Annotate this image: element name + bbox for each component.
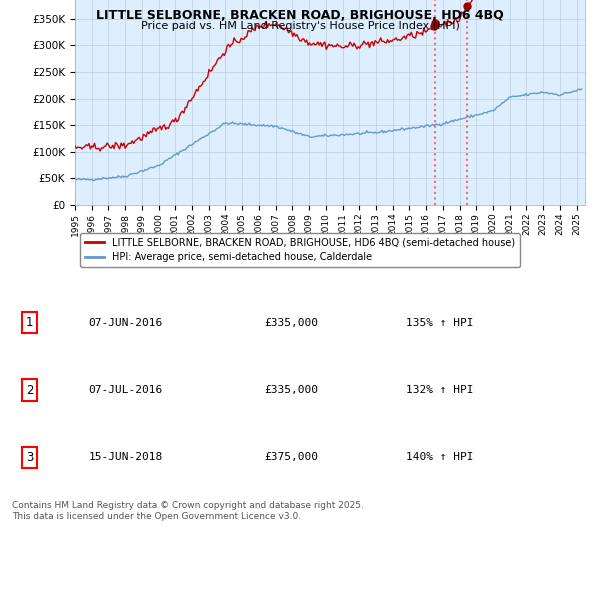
Text: LITTLE SELBORNE, BRACKEN ROAD, BRIGHOUSE, HD6 4BQ: LITTLE SELBORNE, BRACKEN ROAD, BRIGHOUSE…: [96, 9, 504, 22]
Text: £335,000: £335,000: [265, 318, 319, 328]
Text: 2: 2: [26, 384, 33, 396]
Text: 07-JUN-2016: 07-JUN-2016: [88, 318, 163, 328]
Text: £335,000: £335,000: [265, 385, 319, 395]
Text: 140% ↑ HPI: 140% ↑ HPI: [406, 452, 473, 462]
Text: 3: 3: [26, 451, 33, 464]
Text: 1: 1: [26, 316, 33, 329]
Text: Contains HM Land Registry data © Crown copyright and database right 2025.
This d: Contains HM Land Registry data © Crown c…: [12, 502, 364, 521]
Legend: LITTLE SELBORNE, BRACKEN ROAD, BRIGHOUSE, HD6 4BQ (semi-detached house), HPI: Av: LITTLE SELBORNE, BRACKEN ROAD, BRIGHOUSE…: [80, 232, 520, 267]
Text: 07-JUL-2016: 07-JUL-2016: [88, 385, 163, 395]
Text: 15-JUN-2018: 15-JUN-2018: [88, 452, 163, 462]
Text: £375,000: £375,000: [265, 452, 319, 462]
Text: 132% ↑ HPI: 132% ↑ HPI: [406, 385, 473, 395]
Text: Price paid vs. HM Land Registry's House Price Index (HPI): Price paid vs. HM Land Registry's House …: [140, 21, 460, 31]
Text: 135% ↑ HPI: 135% ↑ HPI: [406, 318, 473, 328]
